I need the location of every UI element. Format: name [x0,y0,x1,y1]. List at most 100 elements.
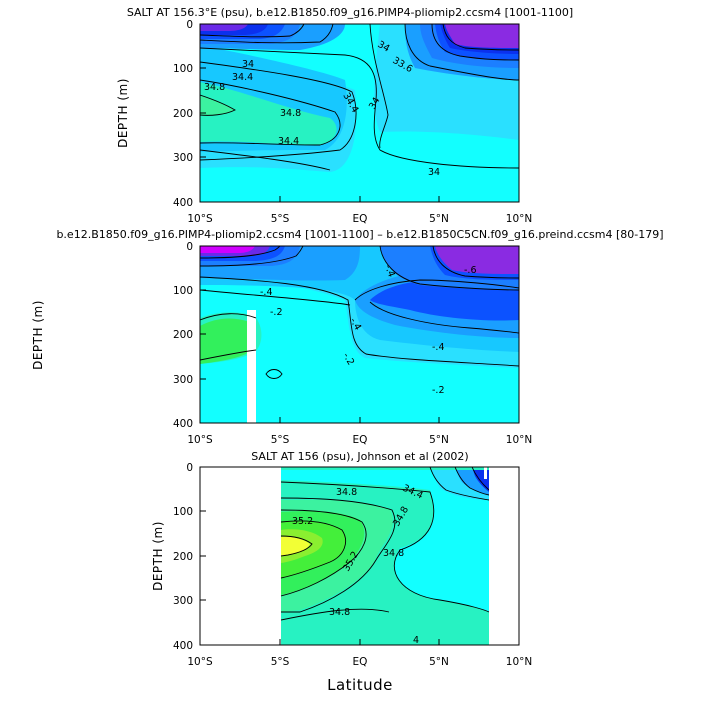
contour-35-2-b [281,520,346,579]
contour-north-a [431,24,519,61]
y-tick-label: 0 [186,241,193,253]
x-tick-label: EQ [353,656,368,668]
contour-neg-0-2-a [200,276,519,367]
x-tick-label: 10°N [506,656,532,668]
y-tick-label: 300 [173,374,193,386]
panel-2: b.e12.B1850.f09_g16.PIMP4-pliomip2.ccsm4… [31,228,664,446]
contour-label: -.4 [347,316,363,332]
x-tick-label: 10°N [506,434,532,446]
contour-label: 34.4 [278,136,299,147]
contour-label: 34 [242,59,254,70]
panel-3-contours [281,467,489,621]
contour-label: 34.8 [280,108,301,119]
contour-shallow-b [200,24,334,44]
y-tick-label: 200 [173,329,193,341]
fill-top-strip [281,467,489,470]
contour-shallow-a [200,24,305,38]
x-tick-label: 5°S [271,434,290,446]
panel-2-fill [200,246,519,423]
panel-3-fill [281,467,489,645]
contour-south-deep-a [200,313,257,321]
panel-1-title: SALT AT 156.3°E (psu), b.e12.B1850.f09_g… [127,6,573,19]
contour-34-8-a [281,481,489,613]
contour-label: 34.8 [204,82,225,93]
contour-label: -.2 [432,385,445,396]
y-tick-label: 400 [173,197,193,209]
x-tick-label: 10°S [187,656,213,668]
contour-33-6 [404,24,519,81]
contour-blob [265,369,283,379]
contour-label: 4 [413,635,419,646]
fill-violet-south [200,24,248,31]
fill-yellow [281,536,310,556]
contour-neg-0-2-b [200,289,351,306]
contour-34-0 [471,467,489,491]
contour-34-4-a [200,61,357,161]
contour-35-6 [281,535,313,557]
contour-35-2-a [281,509,367,597]
x-tick-label: 5°S [271,213,290,225]
y-tick-label: 400 [173,640,193,652]
panel-3: SALT AT 156 (psu), Johnson et al (2002) [151,450,532,694]
contour-34-8-a [200,79,341,146]
fill-purple-north [435,246,519,274]
panel-3-ylabel: DEPTH (m) [151,521,165,591]
contour-label: 34.8 [329,607,350,618]
x-tick-label: 10°S [187,434,213,446]
x-tick-label: 5°N [429,213,449,225]
fill-magenta-south [200,246,255,253]
fill-seafoam [200,82,337,145]
y-tick-label: 300 [173,152,193,164]
contour-label: -.2 [340,351,356,367]
y-tick-label: 200 [173,551,193,563]
fill-purple-north [445,24,519,48]
panel-2-title: b.e12.B1850.f09_g16.PIMP4-pliomip2.ccsm4… [56,228,663,241]
contour-label: -.6 [464,265,477,276]
y-tick-label: 400 [173,418,193,430]
contour-neg-0-4-a [354,279,519,301]
contour-label: 34 [428,167,440,178]
panel-1-ylabel: DEPTH (m) [116,78,130,148]
contour-north-b [432,246,519,279]
y-tick-label: 100 [173,63,193,75]
contour-neg-0-4-b [369,301,519,334]
contour-north-a [379,246,519,291]
panel-1: SALT AT 156.3°E (psu), b.e12.B1850.f09_g… [116,6,573,225]
panel-1-fill [200,24,519,202]
contour-label: 35.2 [292,516,313,527]
x-tick-label: 5°N [429,434,449,446]
panel-1-contours [200,24,519,171]
x-tick-label: 5°N [429,656,449,668]
contour-north-b [442,24,519,51]
x-tick-label: EQ [353,434,368,446]
panel-2-contours [200,246,519,379]
panel-3-tick-marks [199,466,520,646]
fill-blue-mid [370,280,519,321]
y-tick-label: 300 [173,595,193,607]
contour-34-4-a [429,467,489,501]
contour-south-a [200,246,304,267]
x-tick-label: 10°S [187,213,213,225]
contour-label: -.4 [382,263,397,279]
panel-1-tick-marks [199,23,520,203]
white-band [247,310,256,423]
y-tick-label: 0 [186,19,193,31]
panel-3-title: SALT AT 156 (psu), Johnson et al (2002) [251,450,468,463]
contour-label: 34.8 [383,548,404,559]
y-tick-label: 200 [173,108,193,120]
y-tick-label: 0 [186,462,193,474]
x-tick-label: 5°S [271,656,290,668]
y-tick-label: 100 [173,506,193,518]
contour-34-8-b [200,94,236,116]
contour-34-b [369,24,389,149]
panel-2-ylabel: DEPTH (m) [31,300,45,370]
x-axis-label: Latitude [327,676,393,694]
white-strip [484,467,487,479]
contour-label: 34.8 [336,487,357,498]
contour-south-b [200,246,281,259]
x-tick-label: 10°N [506,213,532,225]
contour-south-deep-b [200,349,257,361]
contour-35-0 [281,497,396,613]
contour-label: 34 [367,96,383,112]
